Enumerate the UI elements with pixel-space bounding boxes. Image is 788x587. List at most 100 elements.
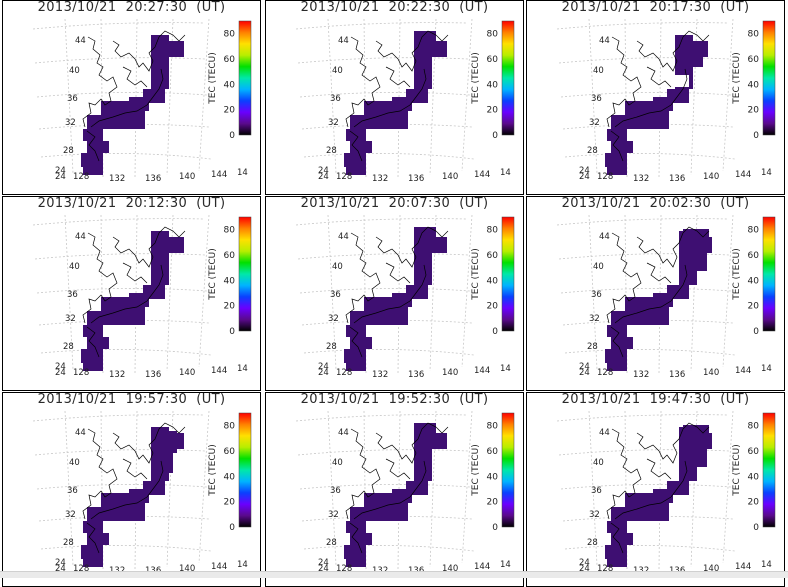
tec-cell	[344, 349, 366, 363]
panel-timestamp: 2013/10/21 19:47:30 (UT)	[561, 392, 750, 407]
tec-cell	[346, 363, 366, 371]
tec-cell	[366, 109, 386, 123]
longitude-label: 128	[73, 172, 89, 182]
longitude-label: 14	[761, 364, 772, 374]
latitude-line	[34, 253, 206, 260]
latitude-line	[40, 153, 212, 160]
longitude-label: 128	[597, 368, 613, 378]
latitude-label: 40	[69, 66, 80, 76]
colorbar-tick-label: 80	[748, 422, 760, 432]
longitude-line	[722, 18, 734, 172]
longitude-label: 14	[237, 364, 248, 374]
colorbar-label: TEC (TECU)	[471, 52, 481, 104]
longitude-line	[461, 410, 473, 564]
longitude-line	[198, 410, 210, 564]
tec-cell	[87, 141, 109, 153]
latitude-label: 24	[55, 362, 66, 372]
tec-cell	[679, 269, 697, 285]
coastline	[82, 226, 186, 358]
longitude-line	[588, 214, 598, 370]
coastline	[606, 226, 710, 358]
longitude-line	[198, 214, 210, 368]
latitude-line	[32, 22, 204, 30]
tec-coverage-cells	[344, 227, 447, 371]
longitude-label: 140	[442, 172, 458, 182]
colorbar	[238, 216, 252, 332]
latitude-label: 24	[579, 558, 590, 568]
latitude-line	[303, 153, 475, 160]
latitude-label: 24	[55, 368, 66, 378]
longitude-line	[198, 18, 210, 172]
longitude-label: 136	[145, 370, 161, 380]
latitude-label: 24	[579, 166, 590, 176]
tec-cell	[607, 559, 627, 567]
panel-timestamp: 2013/10/21 19:57:30 (UT)	[37, 392, 226, 407]
colorbar-tick-label: 60	[487, 447, 499, 457]
colorbar-tick-label: 80	[487, 30, 499, 40]
graticule	[556, 214, 736, 374]
tec-map-plot: 4440363228242412813213614014414806040200…	[556, 410, 776, 576]
colorbar-tick-label: 80	[748, 226, 760, 236]
tec-cell	[428, 41, 442, 53]
tec-cell	[366, 501, 386, 515]
latitude-label: 24	[318, 172, 329, 182]
latitude-line	[556, 218, 728, 226]
graticule	[32, 214, 212, 374]
latitude-label: 40	[593, 66, 604, 76]
latitude-line	[34, 449, 206, 456]
colorbar-tick-label: 40	[748, 472, 760, 482]
latitude-label: 28	[326, 342, 337, 352]
latitude-label: 44	[75, 36, 86, 46]
tec-cell	[344, 153, 366, 167]
longitude-line	[588, 18, 598, 174]
missing-data-cell	[675, 75, 689, 87]
colorbar-tick-label: 20	[748, 302, 760, 312]
colorbar	[501, 412, 515, 528]
tec-coverage-cells	[81, 427, 184, 567]
panel-timestamp: 2013/10/21 20:22:30 (UT)	[300, 0, 489, 15]
tec-cell	[687, 57, 703, 67]
latitude-label: 44	[338, 36, 349, 46]
latitude-line	[40, 349, 212, 356]
tec-cell	[151, 73, 169, 89]
panel-timestamp: 2013/10/21 20:27:30 (UT)	[37, 0, 226, 15]
panel-timestamp: 2013/10/21 19:52:30 (UT)	[300, 392, 489, 407]
longitude-label: 14	[761, 560, 772, 570]
tec-cell	[414, 55, 432, 73]
latitude-line	[295, 414, 467, 422]
tec-cell	[683, 229, 709, 251]
longitude-line	[461, 214, 473, 368]
latitude-label: 36	[591, 290, 602, 300]
longitude-label: 128	[336, 564, 352, 574]
latitude-label: 24	[55, 564, 66, 574]
tec-cell	[627, 109, 647, 123]
tec-cell	[414, 447, 432, 465]
latitude-line	[32, 414, 204, 422]
latitude-label: 40	[332, 66, 343, 76]
colorbar-label: TEC (TECU)	[208, 444, 218, 496]
tec-cell	[414, 73, 432, 89]
latitude-label: 24	[318, 558, 329, 568]
latitude-label: 40	[332, 458, 343, 468]
tec-cell	[414, 269, 432, 285]
latitude-label: 32	[589, 118, 600, 128]
latitude-label: 24	[579, 368, 590, 378]
longitude-label: 140	[179, 172, 195, 182]
latitude-label: 40	[593, 458, 604, 468]
latitude-label: 36	[330, 290, 341, 300]
colorbar-label: TEC (TECU)	[208, 248, 218, 300]
latitude-label: 32	[328, 314, 339, 324]
latitude-line	[299, 484, 471, 490]
colorbar-tick-label: 40	[487, 472, 499, 482]
colorbar-tick-label: 40	[224, 276, 236, 286]
tec-cell	[679, 465, 697, 481]
tec-cell	[683, 425, 709, 447]
colorbar-tick-label: 20	[487, 498, 499, 508]
latitude-line	[558, 253, 730, 260]
horizontal-scrollbar[interactable]	[0, 571, 788, 578]
tec-cell	[611, 141, 633, 153]
latitude-label: 44	[599, 36, 610, 46]
tec-cell	[675, 35, 693, 55]
